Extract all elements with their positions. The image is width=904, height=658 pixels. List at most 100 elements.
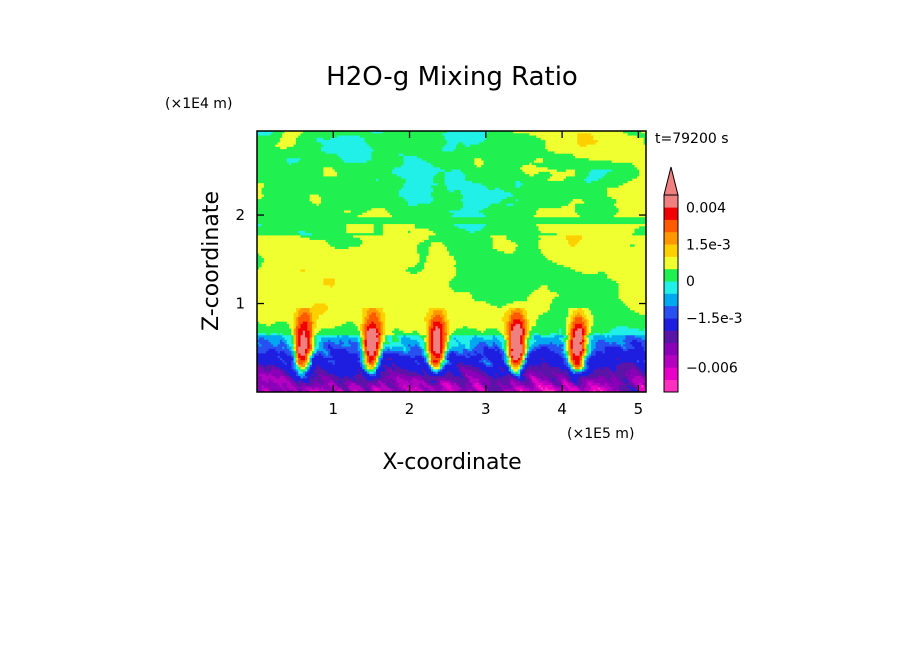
contour-cell: [522, 337, 526, 341]
contour-cell: [513, 364, 519, 368]
contour-cell: [568, 382, 574, 386]
contour-cell: [433, 364, 439, 368]
contour-cell: [623, 378, 627, 382]
contour-cell: [424, 351, 427, 355]
contour-cell: [305, 367, 308, 370]
contour-cell: [440, 314, 446, 318]
contour-cell: [300, 339, 308, 343]
contour-cell: [309, 378, 322, 382]
contour-cell: [440, 337, 443, 341]
contour-cell: [570, 342, 574, 345]
contour-cell: [433, 165, 478, 168]
contour-cell: [309, 389, 320, 392]
contour-cell: [446, 371, 453, 375]
contour-cell: [613, 203, 646, 207]
contour-cell: [588, 323, 594, 327]
contour-cell: [346, 230, 375, 234]
contour-cell: [424, 346, 427, 350]
contour-cell: [311, 342, 315, 345]
contour-cell: [421, 351, 425, 355]
contour-cell: [568, 342, 572, 345]
contour-cell: [282, 382, 288, 386]
contour-cell: [298, 369, 302, 373]
contour-cell: [380, 344, 384, 348]
contour-cell: [401, 367, 430, 370]
contour-cell: [462, 376, 466, 379]
contour-cell: [261, 385, 265, 389]
contour-cell: [375, 328, 379, 332]
contour-cell: [257, 308, 297, 311]
contour-cell: [257, 140, 281, 143]
contour-cell: [527, 342, 530, 345]
contour-cell: [581, 326, 588, 330]
contour-cell: [257, 337, 260, 341]
contour-cell: [508, 321, 514, 325]
contour-cell: [611, 376, 617, 379]
contour-cell: [616, 326, 629, 330]
contour-cell: [520, 376, 526, 379]
contour-cell: [263, 183, 405, 187]
contour-cell: [385, 326, 427, 330]
contour-cell: [442, 362, 446, 366]
contour-cell: [362, 319, 366, 323]
contour-cell: [533, 214, 581, 218]
contour-cell: [387, 378, 391, 382]
contour-cell: [506, 332, 510, 336]
contour-cell: [444, 314, 448, 318]
contour-cell: [257, 137, 281, 141]
contour-cell: [549, 303, 627, 307]
contour-cell: [568, 308, 578, 311]
contour-cell: [492, 362, 505, 366]
contour-cell: [561, 332, 567, 336]
contour-cell: [467, 373, 482, 377]
contour-cell: [533, 342, 551, 345]
contour-cell: [257, 221, 646, 225]
contour-cell: [524, 308, 551, 311]
contour-cell: [433, 321, 441, 325]
contour-cell: [577, 135, 594, 139]
contour-cell: [293, 332, 297, 336]
contour-cell: [279, 339, 283, 343]
contour-cell: [485, 382, 491, 386]
contour-cell: [538, 244, 572, 248]
contour-cell: [307, 323, 313, 327]
contour-cell: [311, 362, 334, 366]
contour-cell: [561, 355, 565, 359]
contour-cell: [373, 367, 377, 370]
contour-cell: [433, 176, 446, 180]
contour-cell: [318, 342, 324, 345]
colorbar-band: [664, 268, 678, 282]
contour-cell: [440, 353, 443, 357]
contour-cell: [302, 332, 306, 336]
contour-cell: [282, 339, 288, 343]
contour-cell: [565, 335, 569, 339]
contour-cell: [584, 330, 588, 334]
contour-cell: [451, 335, 475, 339]
contour-cell: [410, 230, 434, 234]
contour-cell: [584, 369, 588, 373]
contour-cell: [604, 339, 624, 343]
contour-cell: [357, 339, 361, 343]
contour-cell: [311, 312, 324, 316]
contour-cell: [604, 335, 608, 339]
contour-cell: [527, 337, 533, 341]
contour-cell: [522, 353, 526, 357]
contour-cell: [300, 389, 304, 392]
contour-cell: [380, 321, 384, 325]
contour-cell: [380, 362, 393, 366]
contour-cell: [394, 367, 402, 370]
contour-cell: [316, 342, 320, 345]
contour-cell: [298, 353, 302, 357]
contour-cell: [385, 314, 427, 318]
contour-cell: [424, 317, 432, 320]
contour-cell: [373, 353, 377, 357]
contour-cell: [568, 323, 572, 327]
contour-cell: [334, 380, 340, 384]
contour-cell: [591, 351, 597, 355]
contour-cell: [311, 328, 315, 332]
contour-cell: [568, 380, 572, 384]
contour-cell: [453, 190, 462, 193]
colorbar-band: [664, 305, 678, 319]
contour-cell: [538, 332, 551, 336]
contour-cell: [540, 387, 544, 391]
